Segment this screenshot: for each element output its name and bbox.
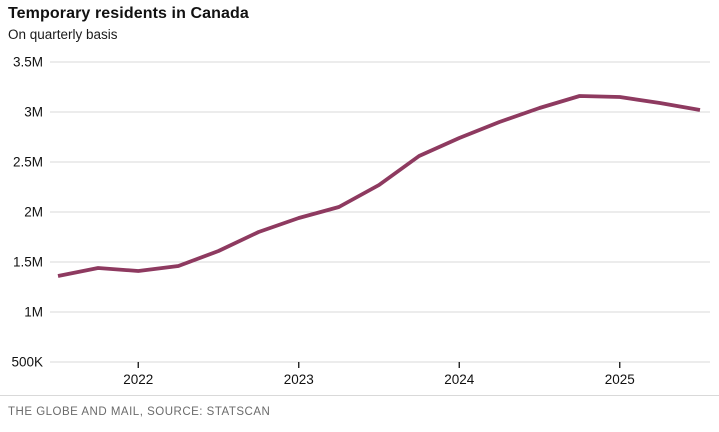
x-axis-label: 2022 — [123, 372, 154, 387]
y-axis-label: 1.5M — [12, 254, 43, 270]
page-title: Temporary residents in Canada — [8, 5, 249, 22]
y-axis-label: 500K — [11, 354, 43, 370]
y-axis-label: 3M — [24, 104, 43, 120]
x-axis-label: 2023 — [283, 372, 314, 387]
x-axis-label: 2024 — [444, 372, 475, 387]
y-axis-label: 1M — [24, 304, 43, 320]
x-axis-label: 2025 — [604, 372, 635, 387]
source-credit: THE GLOBE AND MAIL, SOURCE: STATSCAN — [8, 406, 271, 418]
y-axis-label: 3.5M — [12, 54, 43, 70]
chart-subtitle: On quarterly basis — [8, 27, 118, 42]
footer-divider — [0, 395, 719, 396]
y-axis-label: 2M — [24, 204, 43, 220]
y-axis-label: 2.5M — [12, 154, 43, 170]
data-line — [57, 94, 701, 278]
